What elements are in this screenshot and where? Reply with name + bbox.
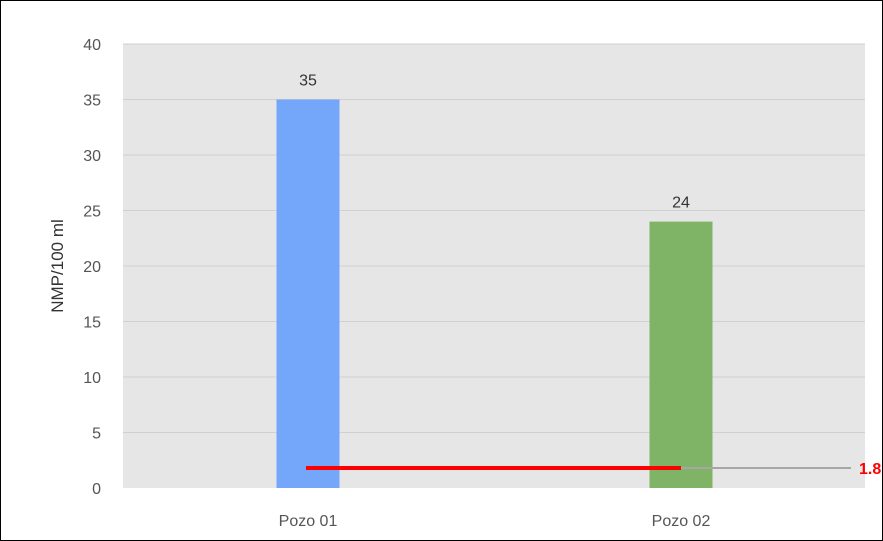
bar <box>649 221 713 488</box>
bars <box>276 99 713 488</box>
y-tick-label: 25 <box>83 204 101 221</box>
y-tick-label: 30 <box>83 148 101 165</box>
reference-line-label: 1.8 <box>859 461 881 478</box>
bar <box>276 99 340 488</box>
x-tick-label: Pozo 02 <box>652 513 711 530</box>
y-tick-label: 35 <box>83 93 101 110</box>
y-tick-label: 10 <box>83 370 101 387</box>
reference-line-group: 1.8 <box>306 461 881 478</box>
y-axis-ticks: 0 5 10 15 20 25 30 35 40 <box>83 37 101 498</box>
gridlines <box>123 43 865 433</box>
y-tick-label: 5 <box>92 426 101 443</box>
x-axis-labels: Pozo 01 Pozo 02 <box>279 513 711 530</box>
data-label: 24 <box>672 195 690 212</box>
y-tick-label: 40 <box>83 37 101 54</box>
y-tick-label: 0 <box>92 481 101 498</box>
x-tick-label: Pozo 01 <box>279 513 338 530</box>
y-tick-label: 20 <box>83 259 101 276</box>
y-axis-label: NMP/100 ml <box>48 219 67 313</box>
y-tick-label: 15 <box>83 315 101 332</box>
data-label: 35 <box>299 73 317 90</box>
data-labels: 35 24 <box>299 73 690 212</box>
